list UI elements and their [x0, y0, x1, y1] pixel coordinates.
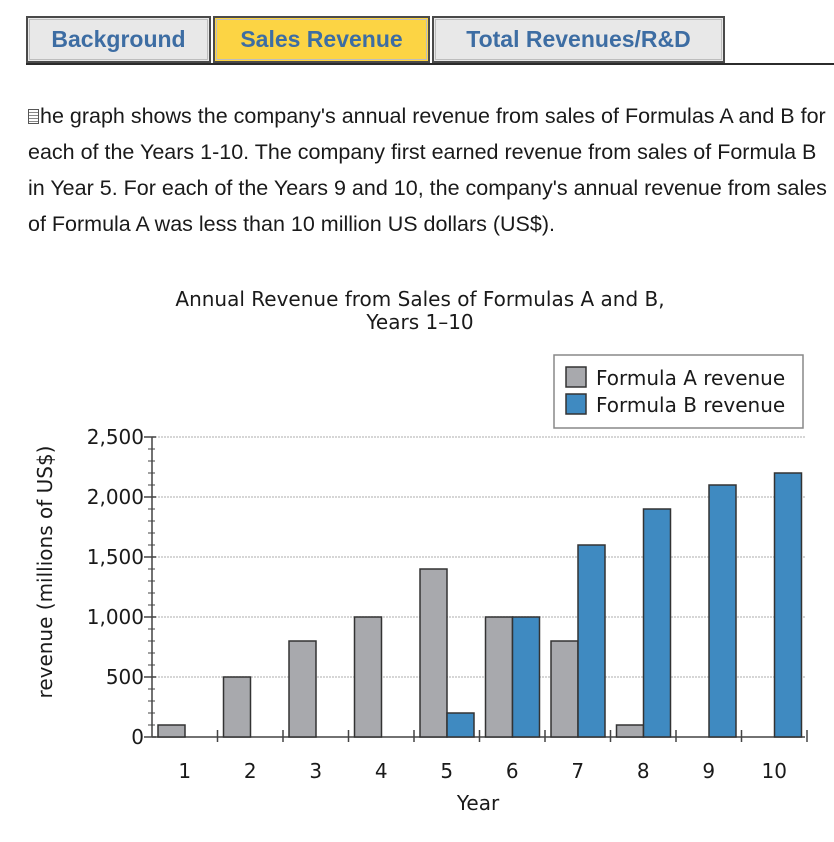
bar-formula-b — [511, 616, 541, 738]
legend-swatch-b — [565, 393, 587, 415]
x-axis-label: Year — [456, 791, 500, 815]
x-tick-label: 9 — [702, 759, 715, 783]
bar-formula-b — [446, 712, 475, 738]
bar-formula-a — [615, 724, 645, 738]
y-axis: 0 500 1,000 1,500 2,000 2,500 — [87, 425, 156, 749]
x-tick-label: 6 — [506, 759, 519, 783]
x-tick-label: 8 — [637, 759, 650, 783]
bar-formula-a — [222, 676, 252, 738]
tab-sales-revenue[interactable]: Sales Revenue — [213, 16, 430, 63]
x-tick-label: 3 — [309, 759, 322, 783]
chart-title-line1: Annual Revenue from Sales of Formulas A … — [175, 287, 664, 311]
y-tick-label: 2,000 — [87, 485, 144, 509]
x-tick-label: 2 — [244, 759, 257, 783]
x-axis: 1 2 3 4 5 6 7 8 9 10 — [152, 730, 808, 783]
x-tick-label: 5 — [440, 759, 453, 783]
y-tick-label: 500 — [106, 665, 144, 689]
y-tick-label: 1,500 — [87, 545, 144, 569]
x-tick-label: 10 — [762, 759, 787, 783]
y-tick-label: 2,500 — [87, 425, 144, 449]
bar-formula-b — [642, 508, 672, 738]
tab-bar: Background Sales Revenue Total Revenues/… — [26, 16, 834, 65]
description-text: he graph shows the company's annual reve… — [28, 104, 827, 236]
bars — [157, 472, 803, 738]
bar-formula-b — [708, 484, 737, 738]
tab-total-revenues-rd[interactable]: Total Revenues/R&D — [432, 16, 725, 63]
tab-background[interactable]: Background — [26, 16, 211, 63]
y-tick-label: 0 — [131, 725, 144, 749]
grid-lines — [152, 436, 805, 678]
y-tick-label: 1,000 — [87, 605, 144, 629]
legend-label-b: Formula B revenue — [596, 393, 785, 417]
bar-formula-b — [773, 472, 803, 738]
legend-label-a: Formula A revenue — [596, 366, 785, 390]
x-tick-label: 4 — [375, 759, 388, 783]
bar-formula-b — [577, 544, 606, 738]
x-tick-label: 7 — [571, 759, 584, 783]
legend-box — [553, 354, 804, 429]
document-icon — [28, 109, 39, 124]
legend: Formula A revenue Formula B revenue — [553, 354, 804, 429]
bar-formula-a — [550, 640, 579, 738]
chart-title-line2: Years 1–10 — [365, 310, 473, 334]
bar-formula-a — [419, 568, 448, 738]
bar-formula-a — [288, 640, 317, 738]
y-axis-label: revenue (millions of US$) — [33, 446, 57, 699]
bar-formula-a — [484, 616, 514, 738]
legend-swatch-a — [565, 366, 587, 388]
bar-formula-a — [353, 616, 383, 738]
bar-formula-a — [157, 724, 186, 738]
description: he graph shows the company's annual reve… — [28, 98, 834, 242]
x-tick-label: 1 — [178, 759, 191, 783]
